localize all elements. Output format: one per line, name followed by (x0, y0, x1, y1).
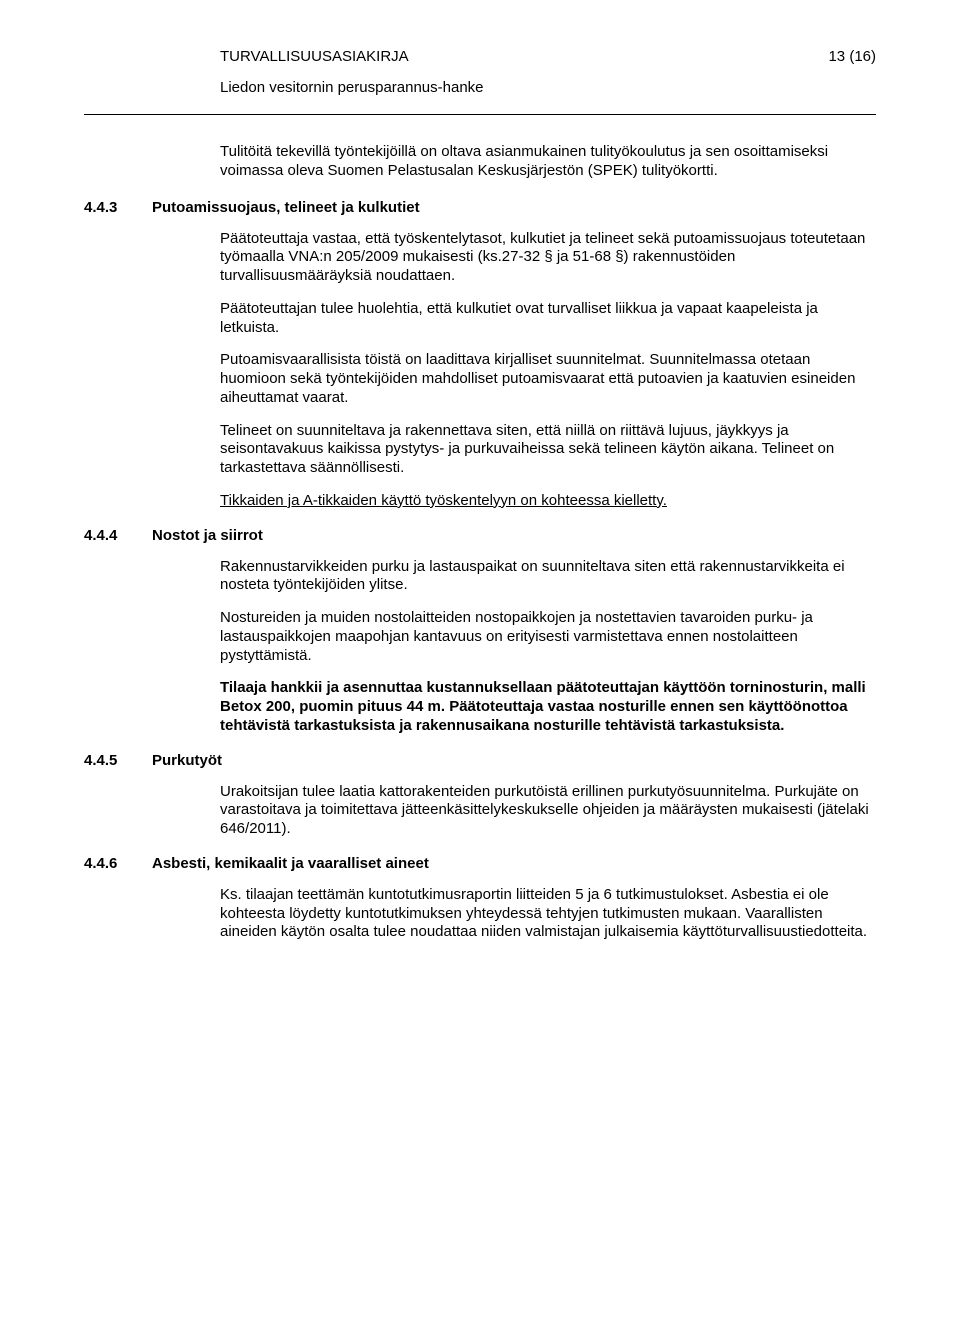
paragraph: Putoamisvaarallisista töistä on laaditta… (220, 351, 876, 407)
paragraph: Nostureiden ja muiden nostolaitteiden no… (220, 609, 876, 665)
section: 4.4.3Putoamissuojaus, telineet ja kulkut… (84, 199, 876, 511)
section-heading: 4.4.5Purkutyöt (84, 752, 876, 769)
section-heading: 4.4.4Nostot ja siirrot (84, 527, 876, 544)
paragraph: Päätoteuttaja vastaa, että työskentelyta… (220, 230, 876, 286)
paragraph: Telineet on suunniteltava ja rakennettav… (220, 422, 876, 478)
section-heading: 4.4.3Putoamissuojaus, telineet ja kulkut… (84, 199, 876, 216)
header-divider (84, 114, 876, 115)
page-header: TURVALLISUUSASIAKIRJA 13 (16) (220, 48, 876, 65)
section: 4.4.4Nostot ja siirrot Rakennustarvikkeid… (84, 527, 876, 736)
section-title: Putoamissuojaus, telineet ja kulkutiet (152, 199, 420, 216)
header-row: TURVALLISUUSASIAKIRJA 13 (16) (220, 48, 876, 65)
paragraph-text: Tikkaiden ja A-tikkaiden käyttö työskent… (220, 492, 667, 509)
section-title: Purkutyöt (152, 752, 222, 769)
section-heading: 4.4.6Asbesti, kemikaalit ja vaaralliset … (84, 855, 876, 872)
section-title: Asbesti, kemikaalit ja vaaralliset ainee… (152, 855, 429, 872)
paragraph: Rakennustarvikkeiden purku ja lastauspai… (220, 558, 876, 596)
paragraph: Tikkaiden ja A-tikkaiden käyttö työskent… (220, 492, 876, 511)
header-subtitle: Liedon vesitornin perusparannus-hanke (220, 79, 876, 96)
paragraph: Urakoitsijan tulee laatia kattorakenteid… (220, 783, 876, 839)
paragraph: Päätoteuttajan tulee huolehtia, että kul… (220, 300, 876, 338)
section-number: 4.4.5 (84, 752, 152, 769)
section: 4.4.6Asbesti, kemikaalit ja vaaralliset … (84, 855, 876, 942)
header-page-number: 13 (16) (828, 48, 876, 65)
header-title: TURVALLISUUSASIAKIRJA (220, 48, 409, 65)
section-number: 4.4.6 (84, 855, 152, 872)
paragraph: Tilaaja hankkii ja asennuttaa kustannuks… (220, 679, 876, 735)
intro-paragraph: Tulitöitä tekevillä työntekijöillä on ol… (220, 143, 876, 181)
sections-container: 4.4.3Putoamissuojaus, telineet ja kulkut… (84, 199, 876, 943)
section-number: 4.4.3 (84, 199, 152, 216)
section-title: Nostot ja siirrot (152, 527, 263, 544)
document-page: TURVALLISUUSASIAKIRJA 13 (16) Liedon ves… (0, 0, 960, 1006)
paragraph: Ks. tilaajan teettämän kuntotutkimusrapo… (220, 886, 876, 942)
section-number: 4.4.4 (84, 527, 152, 544)
section: 4.4.5Purkutyöt Urakoitsijan tulee laatia … (84, 752, 876, 839)
